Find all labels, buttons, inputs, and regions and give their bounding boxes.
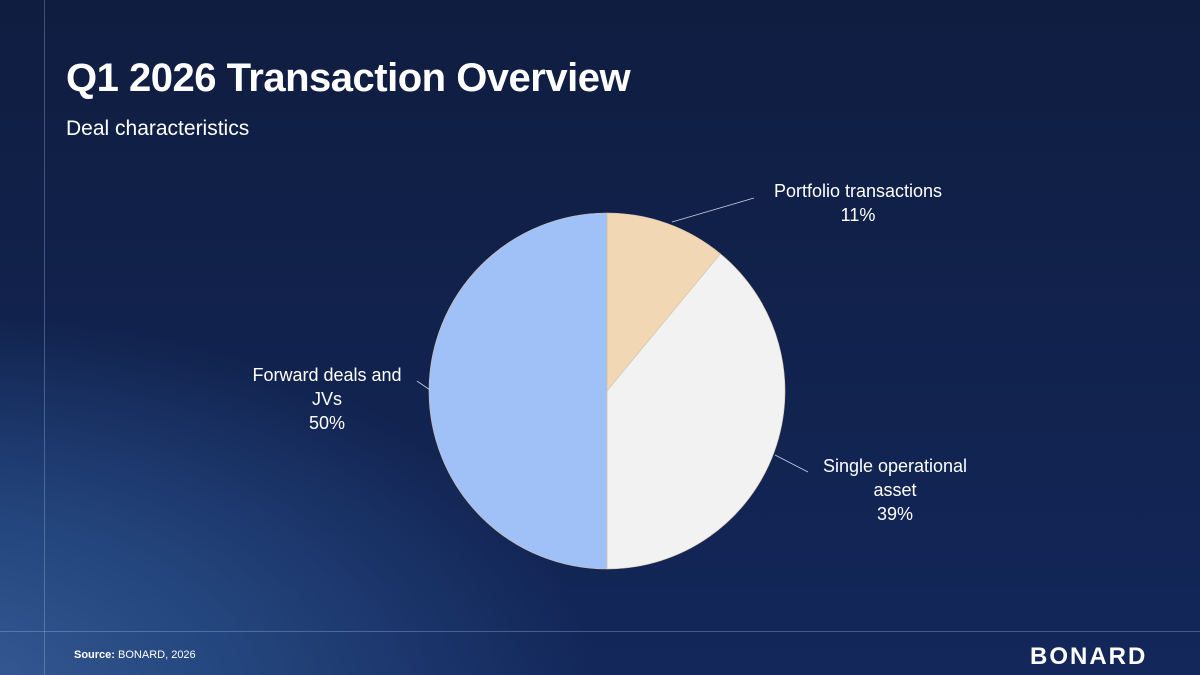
source-text: BONARD, 2026 [114,649,196,661]
pie-slice-2 [428,212,608,570]
leader-line-2 [416,380,431,391]
slice-value-label-2: 50% [309,413,345,433]
slice-category-label-0: Portfolio transactions [774,181,942,201]
slice-category-label-1: Single operational [823,456,967,476]
leader-line-0 [671,197,755,223]
left-divider-line [44,0,45,675]
page-title: Q1 2026 Transaction Overview [66,56,631,100]
leader-line-1 [774,454,809,473]
page-subtitle: Deal characteristics [66,117,250,140]
slice-category-label-2: JVs [312,389,342,409]
footer-divider-line [0,631,1200,632]
source-prefix: Source: [74,649,115,661]
bonard-logo: BONARD [1030,643,1148,670]
slice-category-label-1: asset [873,480,916,500]
slice-category-label-2: Forward deals and [252,365,401,385]
slice-value-label-0: 11% [841,205,876,225]
pie-slice-1 [606,253,786,570]
source-note: Source: BONARD, 2026 [74,649,196,661]
pie-slice-0 [606,212,721,392]
slice-value-label-1: 39% [877,504,913,524]
